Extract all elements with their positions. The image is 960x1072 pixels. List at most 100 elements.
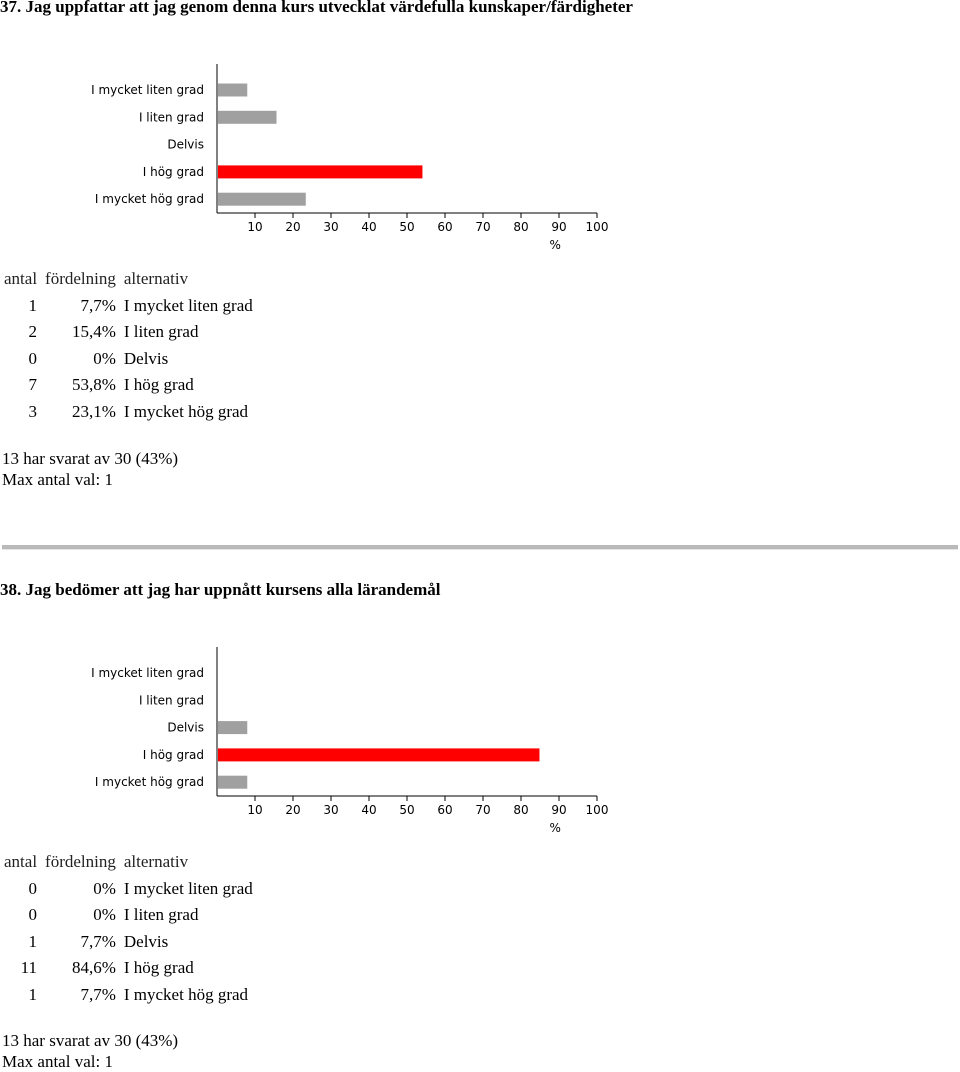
table-row: 0 0% Delvis (0, 346, 257, 373)
table-row: 11 84,6% I hög grad (0, 955, 257, 982)
x-tick-label: 50 (399, 803, 414, 817)
bar (218, 721, 248, 735)
row-alternativ: I liten grad (123, 322, 199, 341)
results-header-row: antal fördelning alternativ (0, 266, 257, 293)
bar (218, 165, 423, 179)
category-label: I mycket hög grad (95, 775, 204, 789)
row-fordelning: 15,4% (71, 322, 116, 341)
row-fordelning: 7,7% (80, 295, 116, 315)
section-divider (2, 545, 958, 550)
row-antal: 0 (28, 878, 38, 898)
row-alternativ: I liten grad (123, 905, 199, 924)
row-fordelning: 7,7% (80, 984, 116, 1004)
x-tick-label: 70 (475, 220, 490, 234)
question-37: 37. Jag uppfattar att jag genom denna ku… (0, 0, 640, 490)
bar (218, 110, 277, 124)
max-choices: Max antal val: 1 (2, 470, 113, 489)
table-row: 0 0% I liten grad (0, 902, 257, 929)
x-tick-label: 60 (437, 220, 452, 234)
x-tick-label: 30 (323, 803, 338, 817)
header-antal: antal (4, 852, 38, 871)
row-alternativ: I mycket hög grad (123, 984, 249, 1004)
row-antal: 1 (28, 931, 38, 951)
row-antal: 1 (28, 295, 38, 315)
bar-chart-svg: I mycket liten grad I liten grad Delvis I h… (91, 647, 609, 835)
row-antal: 1 (28, 984, 38, 1004)
table-row: 1 7,7% I mycket hög grad (0, 982, 257, 1009)
row-fordelning: 7,7% (80, 931, 116, 951)
category-label: Delvis (167, 721, 204, 735)
question-title: 38. Jag bedömer att jag har uppnått kurs… (0, 580, 441, 599)
row-alternativ: I mycket liten grad (123, 878, 253, 898)
x-tick-label: 20 (285, 220, 300, 234)
x-tick-label: 10 (247, 803, 262, 817)
bar (218, 748, 540, 762)
table-row: 0 0% I mycket liten grad (0, 876, 257, 903)
x-tick-label: 50 (399, 220, 414, 234)
response-summary: 13 har svarat av 30 (43%) Max antal val:… (2, 1030, 178, 1072)
table-row: 3 23,1% I mycket hög grad (0, 399, 257, 426)
row-fordelning: 84,6% (71, 958, 116, 977)
x-tick-label: 40 (361, 220, 376, 234)
row-fordelning: 0% (93, 348, 116, 368)
x-tick-label: 100 (586, 220, 609, 234)
x-unit-label: % (549, 238, 560, 252)
category-label: I hög grad (143, 748, 204, 762)
answered-count: 13 har svarat av 30 (43%) (2, 449, 179, 468)
row-antal: 3 (28, 401, 38, 421)
category-label: I mycket liten grad (91, 666, 204, 680)
row-antal: 0 (28, 905, 38, 924)
x-tick-label: 90 (551, 803, 566, 817)
response-summary: 13 har svarat av 30 (43%) Max antal val:… (2, 448, 178, 490)
header-alternativ: alternativ (123, 852, 189, 871)
row-alternativ: Delvis (123, 348, 169, 368)
category-label: I mycket hög grad (95, 192, 204, 206)
category-label: I liten grad (139, 110, 204, 124)
category-label: Delvis (167, 138, 204, 152)
x-tick-label: 100 (586, 803, 609, 817)
bar (218, 192, 306, 206)
row-antal: 2 (28, 322, 38, 341)
results-header-row: antal fördelning alternativ (0, 849, 257, 876)
x-unit-label: % (549, 821, 560, 835)
header-fordelning: fördelning (45, 852, 116, 871)
max-choices: Max antal val: 1 (2, 1052, 113, 1071)
category-label: I hög grad (143, 165, 204, 179)
bar-chart: I mycket liten grad I liten grad Delvis I h… (60, 603, 640, 843)
row-alternativ: I hög grad (123, 958, 194, 977)
row-alternativ: I mycket hög grad (123, 401, 249, 421)
header-fordelning: fördelning (45, 269, 116, 288)
row-antal: 7 (28, 375, 38, 394)
header-alternativ: alternativ (123, 269, 189, 288)
row-alternativ: I hög grad (123, 375, 194, 394)
x-tick-label: 40 (361, 803, 376, 817)
results-table: antal fördelning alternativ 1 7,7% I myc… (0, 266, 257, 425)
question-38: 38. Jag bedömer att jag har uppnått kurs… (0, 580, 960, 1072)
x-tick-label: 80 (513, 803, 528, 817)
x-tick-label: 60 (437, 803, 452, 817)
row-fordelning: 23,1% (71, 401, 116, 421)
row-alternativ: Delvis (123, 931, 169, 951)
answered-count: 13 har svarat av 30 (43%) (2, 1031, 179, 1050)
bar (218, 775, 248, 789)
bar (218, 83, 248, 97)
row-fordelning: 53,8% (71, 375, 116, 394)
x-tick-label: 30 (323, 220, 338, 234)
question-title: 37. Jag uppfattar att jag genom denna ku… (0, 0, 633, 16)
row-alternativ: I mycket liten grad (123, 295, 253, 315)
x-tick-label: 70 (475, 803, 490, 817)
table-row: 2 15,4% I liten grad (0, 319, 257, 346)
x-tick-label: 20 (285, 803, 300, 817)
table-row: 1 7,7% Delvis (0, 929, 257, 956)
row-antal: 11 (20, 958, 38, 977)
row-fordelning: 0% (93, 878, 116, 898)
x-tick-label: 80 (513, 220, 528, 234)
bar-chart: I mycket liten grad I liten grad Delvis I h… (60, 20, 640, 260)
category-label: I mycket liten grad (91, 83, 204, 97)
table-row: 1 7,7% I mycket liten grad (0, 293, 257, 320)
category-label: I liten grad (139, 693, 204, 707)
results-table: antal fördelning alternativ 0 0% I mycke… (0, 849, 257, 1008)
header-antal: antal (4, 269, 38, 288)
bar-chart-svg: I mycket liten grad I liten grad Delvis I h… (91, 64, 609, 252)
table-row: 7 53,8% I hög grad (0, 372, 257, 399)
